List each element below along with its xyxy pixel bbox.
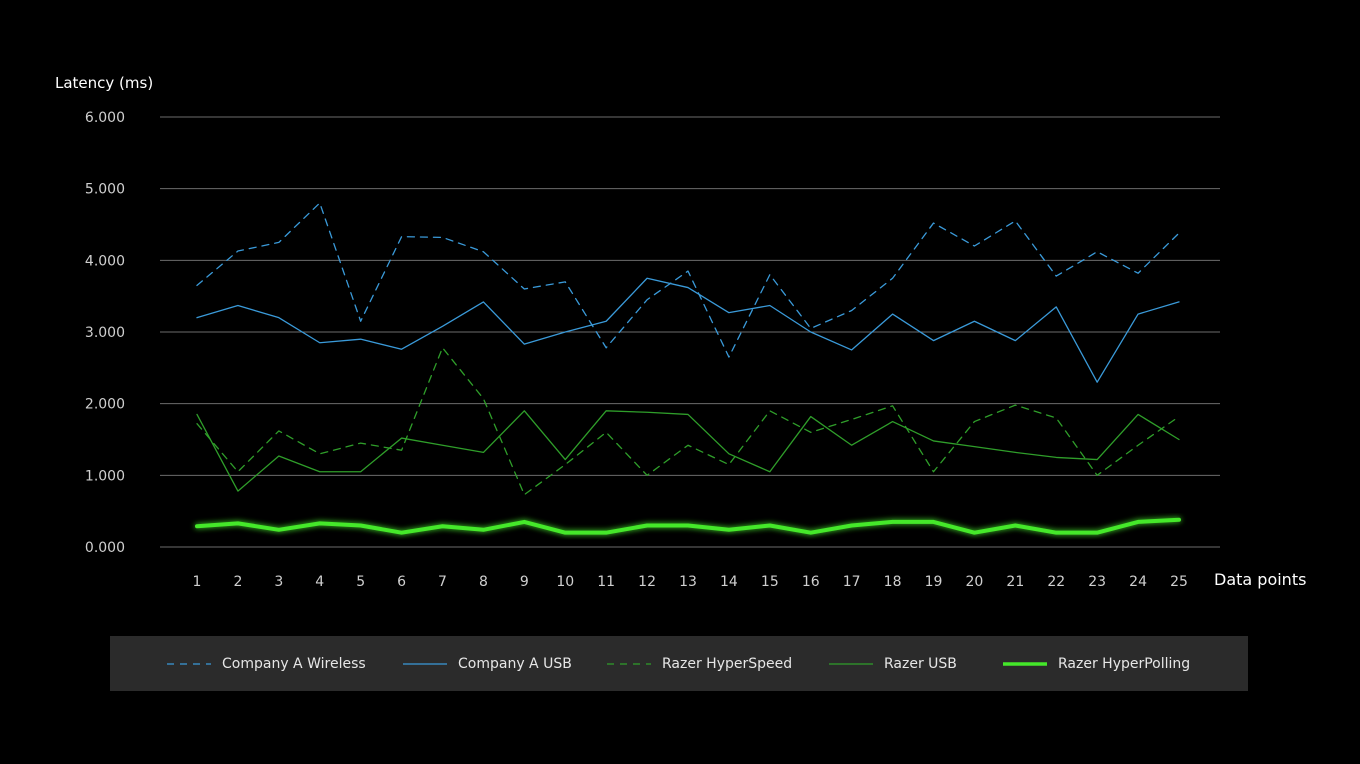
series-line (196, 410, 1180, 492)
legend-item: Company A USB (402, 636, 572, 691)
y-tick-labels: 0.000 1.000 2.000 3.000 4.000 5.000 6.000 (85, 110, 125, 556)
chart-legend: Company A Wireless Company A USB Razer Hyp… (110, 636, 1248, 691)
series-lines (195, 202, 1181, 535)
x-tick-labels: 1 2 3 4 5 6 7 8 9 10 11 12 13 14 15 16 17 18 19 20 21 22 23 24 2… (193, 574, 1188, 590)
x-tick-label: 16 (802, 574, 820, 590)
x-tick-label: 15 (761, 574, 779, 590)
x-tick-label: 4 (315, 574, 324, 590)
x-tick-label: 25 (1170, 574, 1188, 590)
series-razer-hyperspeed (196, 347, 1180, 496)
x-tick-label: 14 (720, 574, 738, 590)
y-tick-label: 1.000 (85, 468, 125, 484)
x-tick-label: 10 (556, 574, 574, 590)
x-tick-label: 13 (679, 574, 697, 590)
series-line (196, 202, 1180, 358)
x-tick-label: 5 (356, 574, 365, 590)
x-tick-label: 12 (638, 574, 656, 590)
x-tick-label: 17 (843, 574, 861, 590)
legend-swatch (403, 662, 447, 665)
y-tick-label: 4.000 (85, 253, 125, 269)
x-tick-label: 22 (1047, 574, 1065, 590)
legend-item: Razer USB (828, 636, 957, 691)
y-tick-label: 3.000 (85, 325, 125, 341)
series-razer-usb (196, 410, 1180, 492)
series-line (195, 517, 1181, 535)
x-tick-label: 7 (438, 574, 447, 590)
x-tick-label: 20 (966, 574, 984, 590)
legend-label: Razer HyperSpeed (662, 655, 793, 672)
series-company-a-wireless (196, 202, 1180, 358)
legend-item: Company A Wireless (166, 636, 366, 691)
x-tick-label: 9 (520, 574, 529, 590)
x-axis-title: Data points (1214, 570, 1307, 589)
x-tick-label: 2 (233, 574, 242, 590)
legend-label: Company A Wireless (222, 655, 366, 672)
legend-label: Company A USB (458, 655, 572, 672)
x-tick-label: 18 (884, 574, 902, 590)
x-tick-label: 19 (925, 574, 943, 590)
legend-swatch (1003, 661, 1047, 666)
x-tick-label: 24 (1129, 574, 1147, 590)
grid-lines (160, 116, 1220, 548)
legend-swatch (167, 662, 211, 665)
series-razer-hyperpolling (195, 517, 1181, 535)
x-tick-label: 21 (1006, 574, 1024, 590)
legend-label: Razer USB (884, 655, 957, 672)
series-line (196, 347, 1180, 496)
y-tick-label: 2.000 (85, 397, 125, 413)
x-tick-label: 23 (1088, 574, 1106, 590)
y-tick-label: 5.000 (85, 182, 125, 198)
y-tick-label: 0.000 (85, 540, 125, 556)
legend-swatch (829, 662, 873, 665)
x-tick-label: 11 (597, 574, 615, 590)
series-line (196, 277, 1180, 383)
legend-swatch (607, 662, 651, 665)
legend-item: Razer HyperPolling (1002, 636, 1190, 691)
y-tick-label: 6.000 (85, 110, 125, 126)
legend-item: Razer HyperSpeed (606, 636, 792, 691)
y-axis-title: Latency (ms) (55, 74, 154, 92)
x-tick-label: 8 (479, 574, 488, 590)
legend-label: Razer HyperPolling (1058, 655, 1191, 672)
x-tick-label: 3 (274, 574, 283, 590)
series-company-a-usb (196, 277, 1180, 383)
x-tick-label: 6 (397, 574, 406, 590)
x-tick-label: 1 (193, 574, 202, 590)
